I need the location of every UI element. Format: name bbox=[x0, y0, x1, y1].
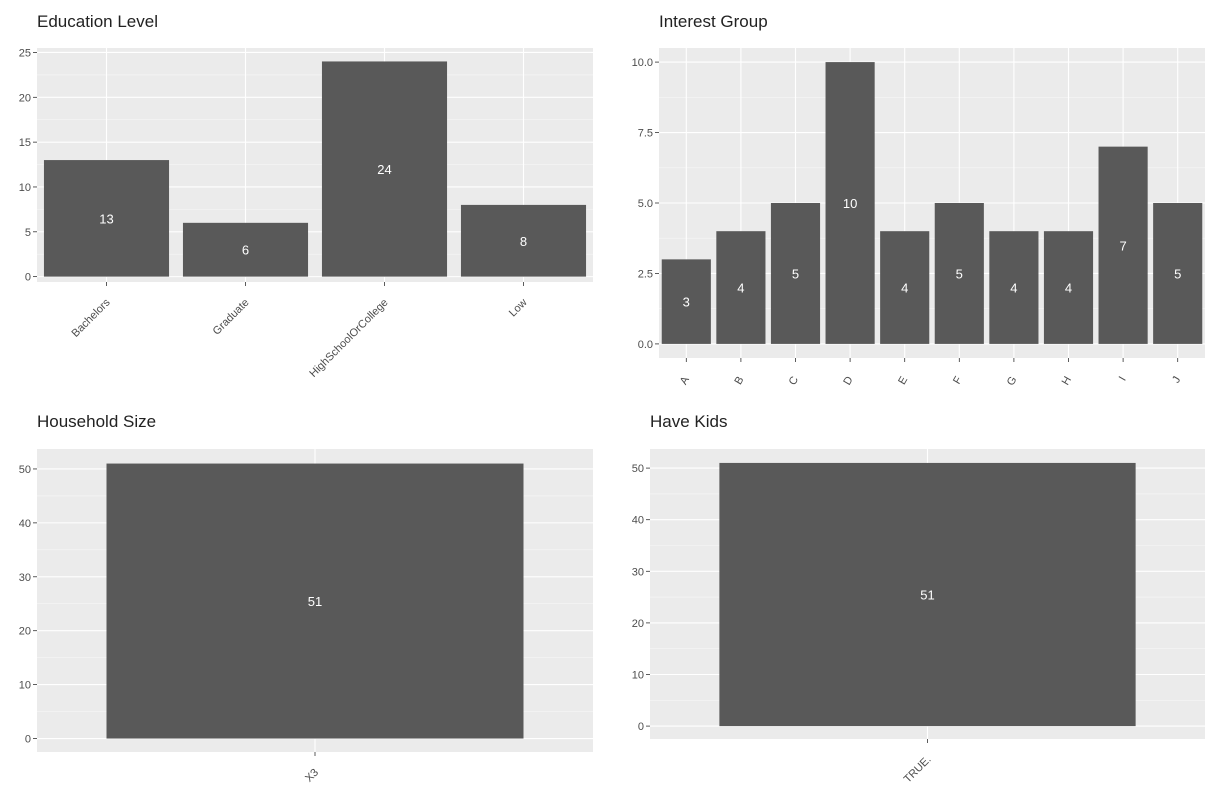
bar bbox=[1153, 203, 1203, 344]
y-tick-label: 10 bbox=[19, 182, 31, 194]
bar-label: 8 bbox=[520, 234, 527, 249]
bar-label: 4 bbox=[737, 281, 744, 296]
bar bbox=[43, 160, 170, 277]
bar bbox=[661, 259, 711, 344]
x-tick-label: J bbox=[1170, 375, 1183, 386]
x-tick-label: B bbox=[732, 375, 746, 387]
bar bbox=[716, 231, 766, 344]
y-tick-label: 2.5 bbox=[638, 268, 653, 280]
bar-label: 13 bbox=[99, 211, 113, 226]
x-tick-label: Graduate bbox=[211, 297, 252, 338]
household-size-chart: 51 0 10 20 30 40 50 X3 bbox=[19, 449, 593, 785]
bar-label: 51 bbox=[308, 594, 322, 609]
y-tick-label: 40 bbox=[19, 518, 31, 530]
bar-label: 4 bbox=[1010, 281, 1017, 296]
y-tick-label: 15 bbox=[19, 137, 31, 149]
bar-label: 3 bbox=[683, 295, 690, 310]
y-tick-label: 10 bbox=[632, 669, 644, 681]
bar-label: 6 bbox=[242, 243, 249, 258]
x-tick-label: X3 bbox=[303, 767, 321, 785]
chart-title: Have Kids bbox=[650, 412, 728, 431]
y-tick-label: 40 bbox=[632, 515, 644, 527]
bar bbox=[106, 463, 524, 739]
bar bbox=[1043, 231, 1094, 344]
x-tick-label: C bbox=[787, 374, 801, 387]
y-tick-label: 10 bbox=[19, 680, 31, 692]
bar-label: 4 bbox=[1065, 281, 1072, 296]
bar-label: 10 bbox=[843, 196, 857, 211]
y-tick-label: 7.5 bbox=[638, 128, 653, 140]
y-tick-label: 5.0 bbox=[638, 198, 653, 210]
bar bbox=[1098, 146, 1148, 344]
bar-label: 5 bbox=[956, 266, 963, 281]
x-tick-label: I bbox=[1117, 375, 1129, 384]
education-level-chart: 13 6 24 8 0 5 10 15 20 25 Bachelors Graduate HighSch… bbox=[19, 47, 593, 380]
y-tick-label: 50 bbox=[19, 464, 31, 476]
x-tick-label: TRUE. bbox=[902, 754, 934, 786]
y-tick-label: 20 bbox=[19, 92, 31, 104]
bar-label: 5 bbox=[1174, 266, 1181, 281]
interest-group-chart: 3 4 5 10 4 5 4 4 7 5 0.0 2.5 5.0 7.5 10.0 A B C D E F G H I J bbox=[632, 48, 1205, 388]
x-tick-label: D bbox=[841, 374, 855, 387]
y-tick-label: 0 bbox=[638, 721, 644, 733]
bar bbox=[825, 62, 875, 344]
bar bbox=[880, 231, 930, 344]
bar bbox=[934, 203, 984, 344]
chart-title: Household Size bbox=[37, 412, 157, 431]
bar-label: 4 bbox=[901, 281, 908, 296]
x-tick-label: F bbox=[951, 374, 965, 386]
y-tick-label: 50 bbox=[632, 463, 644, 475]
y-tick-label: 20 bbox=[19, 626, 31, 638]
y-tick-label: 5 bbox=[25, 227, 31, 239]
y-tick-label: 20 bbox=[632, 618, 644, 630]
y-tick-label: 10.0 bbox=[632, 57, 653, 69]
bar-label: 51 bbox=[920, 588, 934, 603]
x-tick-label: A bbox=[678, 374, 692, 387]
y-tick-label: 0 bbox=[25, 734, 31, 746]
bar bbox=[770, 203, 821, 344]
x-tick-label: Bachelors bbox=[70, 296, 113, 339]
y-tick-label: 30 bbox=[19, 572, 31, 584]
household-size-panel: Household Size 51 0 10 20 30 40 50 X3 bbox=[0, 396, 612, 792]
chart-title: Education Level bbox=[37, 12, 158, 31]
bar bbox=[321, 61, 448, 277]
interest-group-panel: Interest Group 3 4 5 10 4 5 4 4 7 5 0.0 2.5 5.0 7.5 10… bbox=[612, 0, 1225, 396]
x-tick-label: H bbox=[1060, 374, 1074, 387]
x-tick-label: HighSchoolOrCollege bbox=[307, 297, 390, 380]
x-tick-label: E bbox=[896, 375, 910, 387]
x-tick-label: G bbox=[1005, 375, 1020, 388]
chart-title: Interest Group bbox=[659, 12, 768, 31]
bar-label: 7 bbox=[1119, 238, 1126, 253]
have-kids-chart: 51 0 10 20 30 40 50 TRUE. bbox=[632, 449, 1205, 786]
education-level-panel: Education Level 13 6 24 8 0 5 10 15 20 25 Bachelor… bbox=[0, 0, 612, 396]
bar bbox=[460, 204, 587, 277]
bar bbox=[989, 231, 1039, 344]
y-tick-label: 25 bbox=[19, 47, 31, 59]
bar bbox=[182, 222, 309, 277]
bar bbox=[719, 462, 1136, 727]
have-kids-panel: Have Kids 51 0 10 20 30 40 50 TRUE. bbox=[612, 396, 1225, 792]
bar-label: 24 bbox=[377, 162, 391, 177]
y-tick-label: 0.0 bbox=[638, 339, 653, 351]
y-tick-label: 0 bbox=[25, 272, 31, 284]
y-tick-label: 30 bbox=[632, 566, 644, 578]
bar-label: 5 bbox=[792, 266, 799, 281]
x-tick-label: Low bbox=[507, 297, 530, 320]
